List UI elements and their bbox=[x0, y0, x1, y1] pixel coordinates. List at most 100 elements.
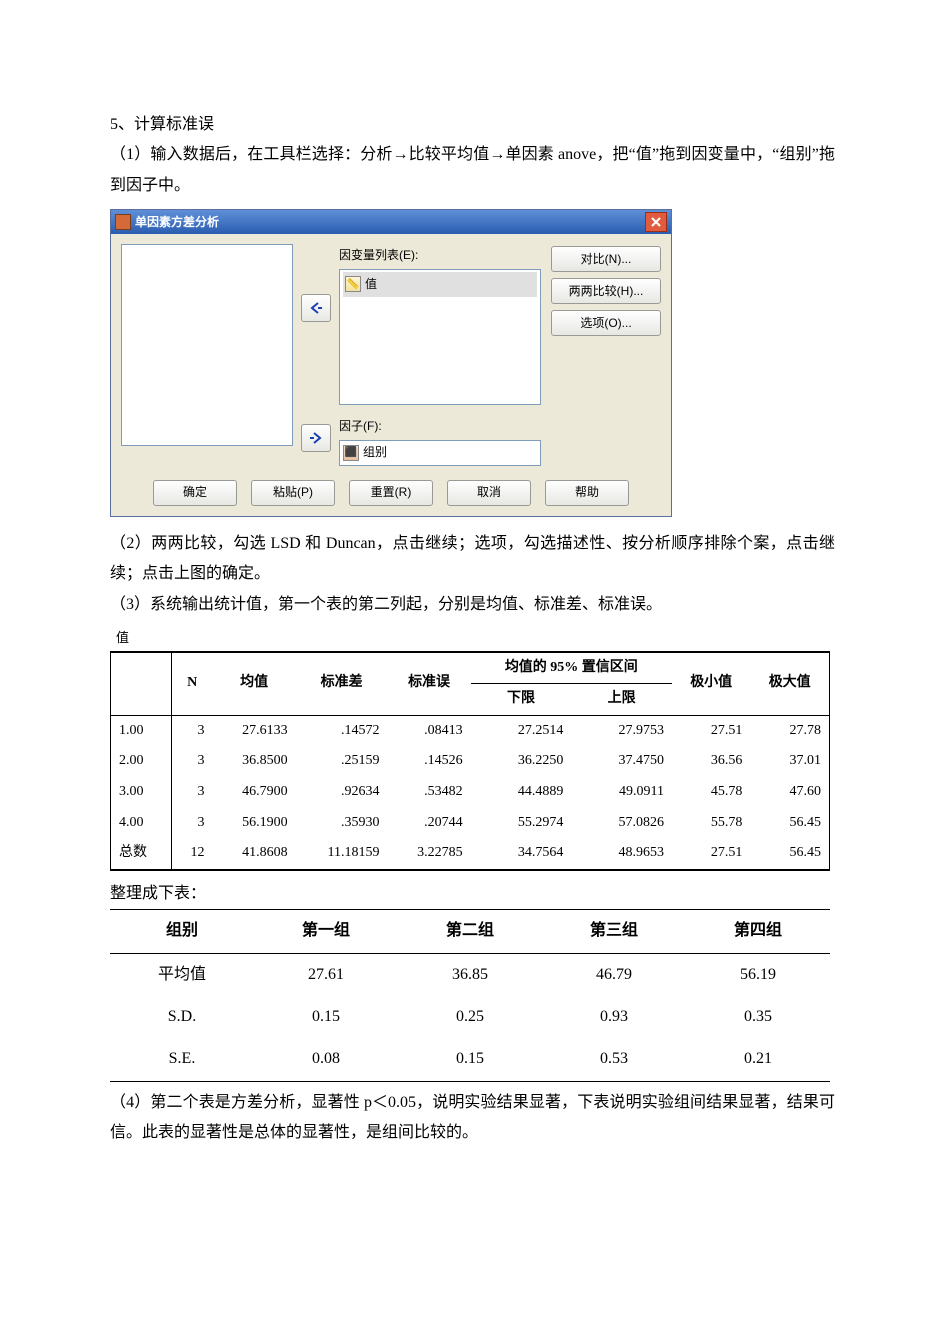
sum-h-g4: 第四组 bbox=[686, 910, 830, 953]
cell-hi: 27.9753 bbox=[571, 715, 672, 746]
cell-max: 56.45 bbox=[750, 838, 829, 870]
cell-n: 12 bbox=[171, 838, 212, 870]
cell-se: 3.22785 bbox=[388, 838, 471, 870]
col-ci-group: 均值的 95% 置信区间 bbox=[471, 652, 672, 684]
cell-mean: 56.1900 bbox=[213, 808, 296, 839]
cell-mean: 36.8500 bbox=[213, 746, 296, 777]
cell-lo: 27.2514 bbox=[471, 715, 572, 746]
cell-se: .08413 bbox=[388, 715, 471, 746]
sum-cell: 36.85 bbox=[398, 953, 542, 996]
factor-item-label: 组别 bbox=[363, 441, 387, 464]
cell-min: 45.78 bbox=[672, 777, 750, 808]
cell-n: 3 bbox=[171, 777, 212, 808]
help-button[interactable]: 帮助 bbox=[545, 480, 629, 506]
dependent-item[interactable]: 📏 值 bbox=[343, 272, 537, 297]
close-icon bbox=[651, 217, 661, 227]
dialog-title: 单因素方差分析 bbox=[135, 211, 219, 234]
dependent-list-label: 因变量列表(E): bbox=[339, 244, 541, 267]
ok-button[interactable]: 确定 bbox=[153, 480, 237, 506]
cell-max: 37.01 bbox=[750, 746, 829, 777]
cell-se: .14526 bbox=[388, 746, 471, 777]
sum-h-g1: 第一组 bbox=[254, 910, 398, 953]
sum-cell: 0.25 bbox=[398, 996, 542, 1038]
cell-n: 3 bbox=[171, 715, 212, 746]
cell-mean: 27.6133 bbox=[213, 715, 296, 746]
sum-row-label: 平均值 bbox=[110, 953, 254, 996]
dependent-list[interactable]: 📏 值 bbox=[339, 269, 541, 405]
col-min: 极小值 bbox=[672, 652, 750, 716]
factor-field[interactable]: ⬛ 组别 bbox=[339, 440, 541, 466]
cell-sd: .92634 bbox=[296, 777, 388, 808]
cell-sd: .35930 bbox=[296, 808, 388, 839]
cell-hi: 49.0911 bbox=[571, 777, 672, 808]
paste-button[interactable]: 粘贴(P) bbox=[251, 480, 335, 506]
paragraph-3: （3）系统输出统计值，第一个表的第二列起，分别是均值、标准差、标准误。 bbox=[110, 590, 835, 620]
table-row-label: 3.00 bbox=[111, 777, 172, 808]
cell-se: .53482 bbox=[388, 777, 471, 808]
cell-lo: 36.2250 bbox=[471, 746, 572, 777]
cell-sd: 11.18159 bbox=[296, 838, 388, 870]
cell-lo: 55.2974 bbox=[471, 808, 572, 839]
move-to-factor-button[interactable] bbox=[301, 424, 331, 452]
table-row-label: 4.00 bbox=[111, 808, 172, 839]
sum-row-label: S.E. bbox=[110, 1038, 254, 1081]
sum-h-group: 组别 bbox=[110, 910, 254, 953]
cell-mean: 41.8608 bbox=[213, 838, 296, 870]
sum-cell: 0.21 bbox=[686, 1038, 830, 1081]
source-variable-list[interactable] bbox=[121, 244, 293, 446]
sum-h-g2: 第二组 bbox=[398, 910, 542, 953]
sum-cell: 0.15 bbox=[398, 1038, 542, 1081]
descriptives-caption: 值 bbox=[110, 626, 835, 651]
table-row-label: 1.00 bbox=[111, 715, 172, 746]
cell-se: .20744 bbox=[388, 808, 471, 839]
table-row-label: 2.00 bbox=[111, 746, 172, 777]
cell-min: 27.51 bbox=[672, 838, 750, 870]
nominal-icon: ⬛ bbox=[343, 445, 359, 461]
factor-label: 因子(F): bbox=[339, 415, 541, 438]
contrast-button[interactable]: 对比(N)... bbox=[551, 246, 661, 272]
sum-cell: 56.19 bbox=[686, 953, 830, 996]
cell-hi: 37.4750 bbox=[571, 746, 672, 777]
sum-cell: 46.79 bbox=[542, 953, 686, 996]
sum-cell: 27.61 bbox=[254, 953, 398, 996]
cell-lo: 34.7564 bbox=[471, 838, 572, 870]
cell-min: 36.56 bbox=[672, 746, 750, 777]
app-icon bbox=[115, 214, 131, 230]
arrow-right-icon bbox=[309, 431, 323, 445]
paragraph-1: （1）输入数据后，在工具栏选择：分析→比较平均值→单因素 anove，把“值”拖… bbox=[110, 140, 835, 201]
move-to-dependent-button[interactable] bbox=[301, 294, 331, 322]
dialog-button-row: 确定 粘贴(P) 重置(R) 取消 帮助 bbox=[111, 474, 671, 516]
cell-min: 55.78 bbox=[672, 808, 750, 839]
paragraph-4: （4）第二个表是方差分析，显著性 p＜0.05，说明实验结果显著，下表说明实验组… bbox=[110, 1088, 835, 1149]
reset-button[interactable]: 重置(R) bbox=[349, 480, 433, 506]
close-button[interactable] bbox=[645, 212, 667, 232]
cell-max: 27.78 bbox=[750, 715, 829, 746]
sum-cell: 0.93 bbox=[542, 996, 686, 1038]
summary-table: 组别 第一组 第二组 第三组 第四组 平均值27.6136.8546.7956.… bbox=[110, 909, 830, 1082]
cell-sd: .25159 bbox=[296, 746, 388, 777]
cell-max: 56.45 bbox=[750, 808, 829, 839]
col-max: 极大值 bbox=[750, 652, 829, 716]
cell-sd: .14572 bbox=[296, 715, 388, 746]
col-sd: 标准差 bbox=[296, 652, 388, 716]
sum-cell: 0.53 bbox=[542, 1038, 686, 1081]
cell-lo: 44.4889 bbox=[471, 777, 572, 808]
descriptives-table: N 均值 标准差 标准误 均值的 95% 置信区间 极小值 极大值 下限 上限 … bbox=[110, 651, 830, 871]
posthoc-button[interactable]: 两两比较(H)... bbox=[551, 278, 661, 304]
cell-mean: 46.7900 bbox=[213, 777, 296, 808]
sum-row-label: S.D. bbox=[110, 996, 254, 1038]
paragraph-2: （2）两两比较，勾选 LSD 和 Duncan，点击继续；选项，勾选描述性、按分… bbox=[110, 529, 835, 590]
cell-n: 3 bbox=[171, 746, 212, 777]
cell-hi: 57.0826 bbox=[571, 808, 672, 839]
dependent-item-label: 值 bbox=[365, 273, 377, 296]
col-se: 标准误 bbox=[388, 652, 471, 716]
arrow-left-icon bbox=[309, 301, 323, 315]
col-lower: 下限 bbox=[471, 684, 572, 716]
col-upper: 上限 bbox=[571, 684, 672, 716]
options-button[interactable]: 选项(O)... bbox=[551, 310, 661, 336]
sum-cell: 0.08 bbox=[254, 1038, 398, 1081]
cancel-button[interactable]: 取消 bbox=[447, 480, 531, 506]
dialog-titlebar: 单因素方差分析 bbox=[111, 210, 671, 234]
sum-cell: 0.35 bbox=[686, 996, 830, 1038]
col-mean: 均值 bbox=[213, 652, 296, 716]
